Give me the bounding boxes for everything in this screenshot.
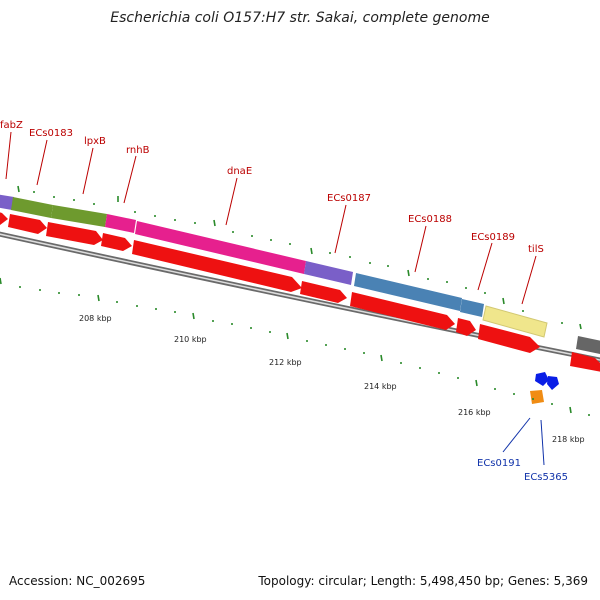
feature-olive-ecs0183[interactable] (11, 197, 53, 218)
gene-label-tils[interactable]: tilS (528, 244, 544, 255)
feature-blue-ecs5365[interactable] (535, 372, 549, 386)
cds-arrow[interactable] (46, 222, 103, 245)
gene-label-fabz[interactable]: fabZ (0, 120, 23, 131)
scale-label-210: 210 kbp (174, 335, 207, 344)
gene-label-ecs0183[interactable]: ECs0183 (29, 128, 73, 139)
cds-arrow[interactable] (570, 352, 600, 372)
topology-text: Topology: circular; Length: 5,498,450 bp… (258, 574, 588, 588)
feature-olive-lpxb[interactable] (51, 205, 107, 227)
small-features (530, 372, 559, 404)
gene-label-leaders (5, 131, 537, 305)
cds-arrow[interactable] (478, 324, 540, 353)
scale-label-214: 214 kbp (364, 382, 397, 391)
gene-label-rnhb[interactable]: rnhB (126, 145, 150, 156)
gene-label-lpxb[interactable]: lpxB (84, 136, 106, 147)
feature-label-ecs5365[interactable]: ECs5365 (524, 472, 568, 483)
cds-arrow[interactable] (456, 318, 476, 336)
scale-labels: 208 kbp 210 kbp 212 kbp 214 kbp 216 kbp … (79, 314, 585, 444)
gene-labels: fabZ ECs0183 lpxB rnhB dnaE ECs0187 ECs0… (0, 120, 544, 255)
scale-label-218: 218 kbp (552, 435, 585, 444)
feature-steelblue-ecs0189[interactable] (460, 299, 484, 317)
scale-ticks (0, 277, 590, 416)
gene-label-ecs0187[interactable]: ECs0187 (327, 193, 371, 204)
feature-band (0, 194, 600, 354)
small-feature-labels: ECs0191 ECs5365 (477, 458, 568, 483)
feature-blue-ecs5365-b[interactable] (547, 376, 559, 390)
gene-label-ecs0189[interactable]: ECs0189 (471, 232, 515, 243)
upper-ticks (17, 185, 582, 330)
cds-arrow-dnae[interactable] (132, 240, 302, 292)
accession-text: Accession: NC_002695 (9, 574, 146, 588)
feature-gray-right[interactable] (576, 336, 600, 354)
feature-purple-ecs0187[interactable] (304, 261, 353, 285)
scale-label-216: 216 kbp (458, 408, 491, 417)
feature-steelblue-ecs0188[interactable] (354, 273, 462, 311)
gene-label-dnae[interactable]: dnaE (227, 166, 252, 177)
feature-magenta-dnae[interactable] (135, 221, 306, 274)
cds-arrow[interactable] (350, 292, 455, 330)
small-feature-leaders (502, 417, 545, 466)
scale-label-212: 212 kbp (269, 358, 302, 367)
genome-title: Escherichia coli O157:H7 str. Sakai, com… (110, 10, 490, 26)
cds-arrows (0, 211, 600, 372)
feature-orange-ecs0191[interactable] (530, 390, 544, 404)
cds-arrow[interactable] (101, 233, 132, 251)
feature-purple-left[interactable] (0, 194, 14, 210)
feature-khaki-tils[interactable] (482, 305, 548, 338)
cds-arrow[interactable] (300, 281, 347, 303)
cds-arrow[interactable] (0, 211, 8, 225)
feature-label-ecs0191[interactable]: ECs0191 (477, 458, 521, 469)
gene-label-ecs0188[interactable]: ECs0188 (408, 214, 452, 225)
feature-magenta-rnhb[interactable] (105, 214, 136, 233)
scale-label-208: 208 kbp (79, 314, 112, 323)
cds-arrow[interactable] (8, 214, 47, 234)
